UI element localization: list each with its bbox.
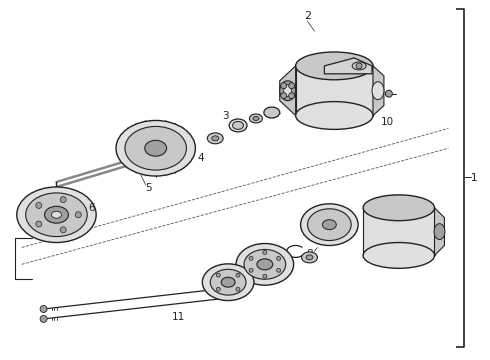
- Ellipse shape: [363, 195, 435, 221]
- Circle shape: [386, 90, 392, 97]
- Ellipse shape: [280, 81, 295, 100]
- Circle shape: [40, 306, 47, 312]
- Polygon shape: [373, 66, 384, 116]
- Circle shape: [236, 273, 240, 277]
- Ellipse shape: [352, 62, 366, 70]
- Circle shape: [216, 287, 220, 291]
- Circle shape: [60, 197, 66, 203]
- Text: 5: 5: [146, 183, 152, 193]
- Ellipse shape: [434, 224, 445, 239]
- Circle shape: [236, 287, 240, 291]
- Text: 2: 2: [304, 11, 311, 21]
- Ellipse shape: [295, 52, 373, 80]
- Ellipse shape: [221, 277, 235, 287]
- Text: 3: 3: [222, 112, 228, 121]
- Ellipse shape: [51, 211, 61, 218]
- Ellipse shape: [17, 187, 96, 243]
- Ellipse shape: [210, 269, 246, 295]
- Circle shape: [281, 83, 287, 89]
- Text: 10: 10: [223, 282, 237, 292]
- Ellipse shape: [212, 136, 219, 141]
- Ellipse shape: [207, 133, 223, 144]
- Polygon shape: [280, 66, 295, 116]
- Polygon shape: [435, 208, 444, 255]
- Text: 11: 11: [172, 312, 185, 322]
- Circle shape: [281, 93, 287, 99]
- Ellipse shape: [236, 243, 294, 285]
- Ellipse shape: [253, 117, 259, 121]
- Ellipse shape: [372, 82, 384, 100]
- Ellipse shape: [284, 85, 292, 96]
- Text: 10: 10: [380, 117, 393, 127]
- Ellipse shape: [308, 209, 351, 240]
- Ellipse shape: [322, 220, 336, 230]
- Circle shape: [36, 221, 42, 227]
- Ellipse shape: [306, 255, 313, 260]
- Ellipse shape: [264, 107, 280, 118]
- Circle shape: [263, 251, 267, 255]
- Polygon shape: [363, 208, 435, 255]
- Polygon shape: [324, 58, 372, 74]
- Text: ─1: ─1: [465, 173, 478, 183]
- Text: 7: 7: [405, 220, 412, 230]
- Ellipse shape: [145, 140, 167, 156]
- Ellipse shape: [202, 264, 254, 301]
- Circle shape: [249, 268, 253, 272]
- Circle shape: [216, 273, 220, 277]
- Ellipse shape: [295, 102, 373, 129]
- Ellipse shape: [116, 121, 196, 176]
- Circle shape: [60, 227, 66, 233]
- Ellipse shape: [229, 119, 247, 132]
- Ellipse shape: [244, 249, 286, 279]
- Circle shape: [356, 63, 362, 69]
- Polygon shape: [295, 66, 373, 116]
- Circle shape: [277, 256, 281, 260]
- Circle shape: [289, 93, 294, 99]
- Circle shape: [263, 274, 267, 278]
- Circle shape: [249, 256, 253, 260]
- Ellipse shape: [300, 204, 358, 246]
- Ellipse shape: [45, 206, 69, 223]
- Text: 6: 6: [88, 203, 95, 213]
- Circle shape: [277, 268, 281, 272]
- Circle shape: [40, 315, 47, 323]
- Circle shape: [75, 212, 81, 218]
- Ellipse shape: [363, 243, 435, 268]
- Ellipse shape: [125, 126, 187, 170]
- Circle shape: [289, 83, 294, 89]
- Ellipse shape: [25, 193, 87, 237]
- Text: 9: 9: [265, 264, 271, 274]
- Text: 4: 4: [197, 153, 204, 163]
- Ellipse shape: [249, 114, 262, 123]
- Ellipse shape: [233, 121, 244, 129]
- Ellipse shape: [301, 252, 318, 263]
- Circle shape: [36, 202, 42, 208]
- Text: 8: 8: [306, 249, 313, 260]
- Ellipse shape: [257, 259, 273, 270]
